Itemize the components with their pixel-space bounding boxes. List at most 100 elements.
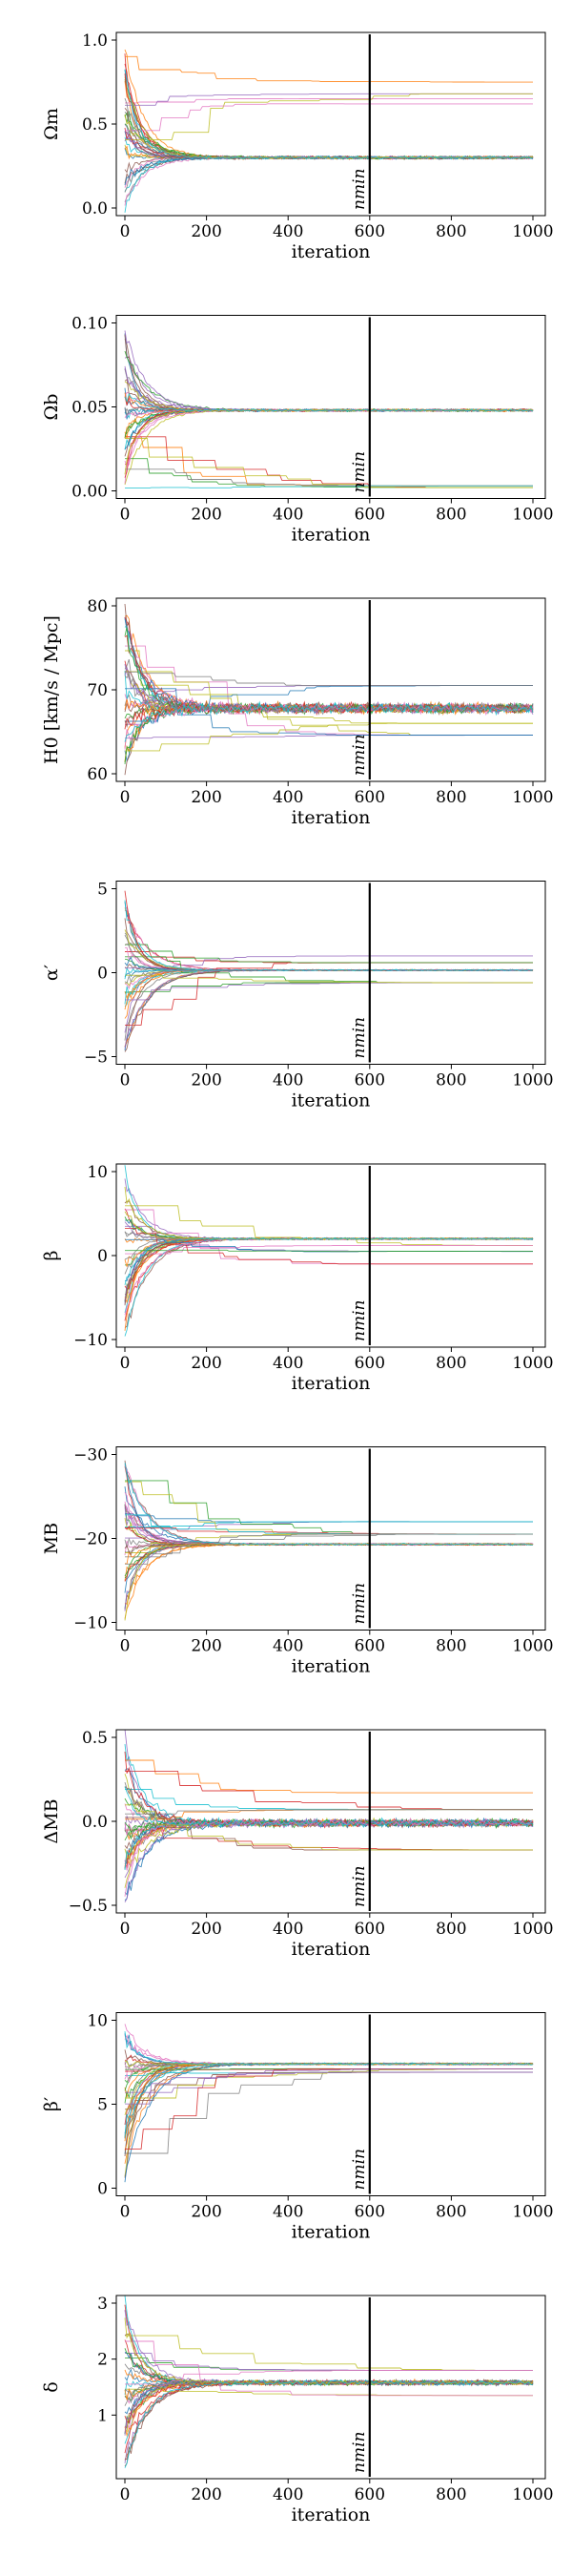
chain-trace bbox=[125, 1249, 533, 1253]
chain-trace bbox=[124, 1236, 534, 1285]
chain-trace bbox=[124, 156, 534, 206]
y-tick-label: 0 bbox=[97, 965, 108, 984]
x-tick-label: 200 bbox=[191, 788, 221, 807]
chain-trace bbox=[124, 97, 534, 160]
chain-trace bbox=[124, 1768, 534, 1829]
y-tick-label: 0 bbox=[97, 1247, 108, 1266]
chain-trace bbox=[124, 1208, 533, 1240]
chain-trace bbox=[124, 968, 534, 1041]
chain-trace bbox=[124, 69, 534, 160]
x-tick-label: 600 bbox=[355, 788, 385, 807]
x-tick-label: 1000 bbox=[512, 1071, 553, 1091]
chain-trace bbox=[124, 1211, 534, 1241]
x-tick-label: 600 bbox=[355, 1920, 385, 1939]
x-tick-label: 600 bbox=[355, 222, 385, 241]
x-axis-label: iteration bbox=[292, 241, 371, 262]
chain-trace bbox=[124, 1542, 533, 1619]
chain-trace bbox=[124, 112, 534, 160]
x-tick-label: 0 bbox=[120, 2485, 131, 2504]
y-tick-label: 0.05 bbox=[72, 399, 108, 418]
chain-trace bbox=[124, 603, 534, 715]
x-axis-label: iteration bbox=[292, 1091, 371, 1111]
y-axis-label: MB bbox=[41, 1523, 62, 1554]
chain-trace bbox=[124, 408, 534, 450]
y-tick-label: 3 bbox=[97, 2295, 108, 2314]
chain-trace bbox=[125, 982, 533, 1001]
y-tick-label: 5 bbox=[97, 881, 108, 900]
x-tick-label: 400 bbox=[273, 1071, 303, 1091]
chain-trace bbox=[124, 701, 534, 776]
chain-trace bbox=[124, 80, 534, 160]
chain-trace bbox=[124, 702, 534, 742]
y-tick-label: 10 bbox=[87, 2012, 108, 2031]
chain-trace bbox=[124, 2033, 534, 2067]
n-min-label: nmin bbox=[350, 1866, 369, 1907]
x-tick-label: 800 bbox=[436, 506, 466, 525]
chain-trace bbox=[124, 1236, 533, 1296]
chain-trace bbox=[124, 408, 534, 457]
chain-trace bbox=[124, 909, 534, 971]
chain-trace bbox=[125, 1533, 533, 1565]
chain-trace bbox=[124, 2317, 534, 2387]
chain-trace bbox=[124, 968, 534, 1033]
chain-trace bbox=[124, 1236, 534, 1316]
x-tick-label: 400 bbox=[273, 2203, 303, 2222]
chain-trace bbox=[124, 1543, 534, 1582]
chain-trace bbox=[124, 2062, 534, 2139]
chain-trace bbox=[124, 2062, 533, 2177]
chain-trace bbox=[124, 966, 533, 980]
chain-trace bbox=[124, 2034, 534, 2066]
n-min-label: nmin bbox=[350, 1017, 369, 1058]
chain-trace bbox=[125, 722, 533, 752]
chain-trace bbox=[124, 2333, 534, 2387]
chain-trace bbox=[124, 929, 534, 972]
chain-trace bbox=[124, 1237, 534, 1275]
chain-trace bbox=[124, 339, 534, 412]
x-tick-label: 800 bbox=[436, 2485, 466, 2504]
x-tick-label: 0 bbox=[120, 788, 131, 807]
chain-trace bbox=[124, 330, 533, 412]
chain-trace bbox=[124, 617, 534, 714]
trace-group bbox=[124, 1165, 534, 1337]
chain-trace bbox=[125, 1759, 533, 1794]
n-min-label: nmin bbox=[350, 169, 369, 210]
chain-trace bbox=[124, 968, 533, 1049]
trace-group bbox=[124, 49, 534, 213]
chain-trace bbox=[124, 334, 534, 413]
chain-trace bbox=[124, 2379, 534, 2468]
chain-trace bbox=[124, 365, 534, 413]
x-tick-label: 0 bbox=[120, 222, 131, 241]
chain-trace bbox=[124, 392, 534, 412]
x-tick-label: 800 bbox=[436, 1354, 466, 1373]
panel-5: nmin 0 200 400 600 800 1000 −10 0 10 iteration β bbox=[41, 1163, 554, 1394]
chain-trace bbox=[124, 155, 534, 192]
chain-trace bbox=[124, 2024, 533, 2067]
x-tick-label: 1000 bbox=[512, 222, 553, 241]
chain-trace bbox=[124, 2062, 534, 2154]
chain-trace bbox=[124, 906, 534, 971]
chain-trace bbox=[124, 1818, 534, 1903]
chain-trace bbox=[125, 1770, 533, 1811]
chain-trace bbox=[125, 2068, 533, 2150]
chain-trace bbox=[124, 890, 534, 971]
x-tick-label: 400 bbox=[273, 788, 303, 807]
chain-trace bbox=[125, 735, 533, 739]
chain-trace bbox=[124, 108, 534, 160]
chain-trace bbox=[124, 2062, 534, 2178]
chain-trace bbox=[124, 1165, 534, 1241]
chain-trace bbox=[124, 408, 534, 478]
n-min-label: nmin bbox=[350, 2149, 369, 2190]
chain-trace bbox=[124, 1542, 534, 1581]
chain-trace bbox=[125, 1513, 533, 1523]
chain-trace bbox=[124, 1236, 534, 1298]
chain-trace bbox=[125, 650, 533, 737]
y-tick-label: 1.0 bbox=[82, 31, 108, 51]
x-tick-label: 400 bbox=[273, 222, 303, 241]
x-tick-label: 600 bbox=[355, 1071, 385, 1091]
trace-group bbox=[124, 890, 534, 1052]
chain-trace bbox=[125, 2340, 533, 2397]
chain-trace bbox=[124, 49, 534, 160]
x-tick-label: 200 bbox=[191, 222, 221, 241]
chain-trace bbox=[125, 436, 533, 488]
y-tick-label: 10 bbox=[87, 1163, 108, 1182]
